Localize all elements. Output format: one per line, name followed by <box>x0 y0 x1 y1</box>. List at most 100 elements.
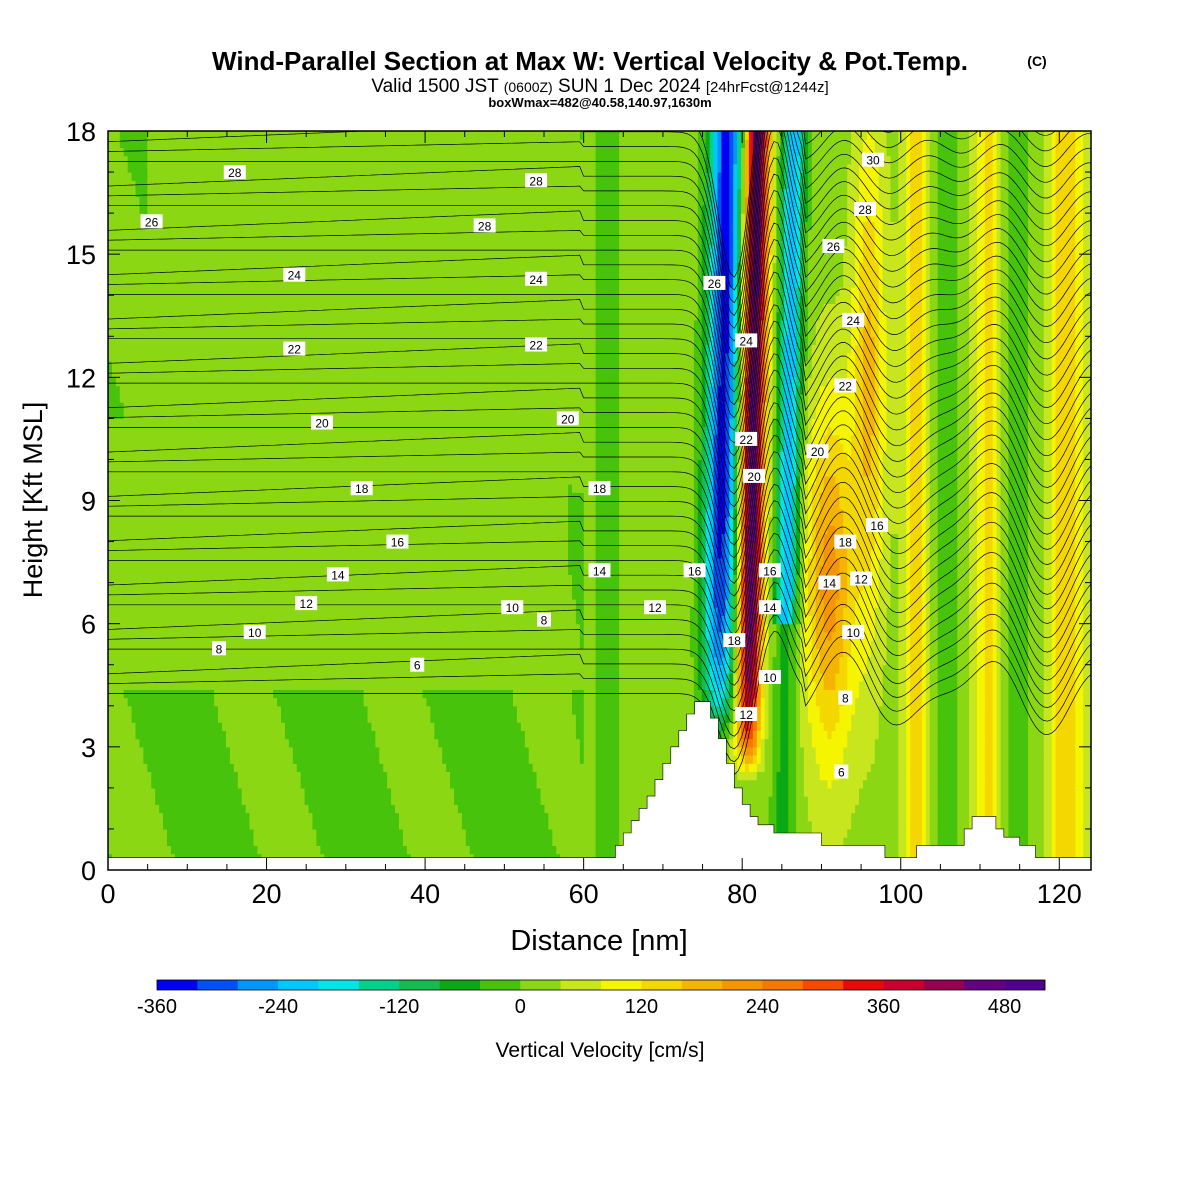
contour-label: 12 <box>295 596 317 611</box>
contour-label-text: 24 <box>288 269 302 283</box>
colorbar-tick-label: 480 <box>988 996 1021 1018</box>
contour-label-text: 18 <box>728 634 742 648</box>
colorbar-swatch <box>762 980 803 990</box>
contour-label: 22 <box>834 379 856 394</box>
colorbar-tick-label: 360 <box>867 996 900 1018</box>
contour-label-text: 22 <box>740 433 754 447</box>
colorbar-swatch <box>359 980 400 990</box>
colorbar-swatch <box>561 980 602 990</box>
colorbar-swatch <box>238 980 279 990</box>
contour-label: 10 <box>244 625 266 640</box>
colorbar-tick-label: -120 <box>379 996 419 1018</box>
colorbar-swatch <box>803 980 844 990</box>
y-tick-label: 18 <box>66 117 96 147</box>
y-tick-label: 6 <box>81 610 96 640</box>
contour-label: 20 <box>807 444 829 459</box>
x-tick-label: 60 <box>569 879 599 909</box>
contour-label-text: 18 <box>355 482 369 496</box>
colorbar-swatch <box>318 980 359 990</box>
contour-label: 14 <box>327 567 349 582</box>
colorbar-tick-label: 240 <box>746 996 779 1018</box>
vertical-section-chart: Wind-Parallel Section at Max W: Vertical… <box>0 0 1200 1200</box>
colorbar-swatch <box>924 980 965 990</box>
contour-label-text: 10 <box>248 626 262 640</box>
contour-label: 24 <box>735 333 757 348</box>
contour-label-text: 18 <box>839 536 853 550</box>
colorbar-swatch <box>1005 980 1046 990</box>
contour-label: 22 <box>525 338 547 353</box>
copyright-mark: (C) <box>1027 53 1046 69</box>
colorbar-tick-label: 0 <box>515 996 526 1018</box>
contour-label-text: 24 <box>847 314 861 328</box>
contour-label-text: 14 <box>331 568 345 582</box>
contour-label: 16 <box>866 518 888 533</box>
contour-label-text: 26 <box>708 277 722 291</box>
contour-label-text: 10 <box>847 626 861 640</box>
contour-label-text: 16 <box>763 564 777 578</box>
contour-label: 10 <box>842 625 864 640</box>
contour-label: 28 <box>224 165 246 180</box>
colorbar-tick-label: 120 <box>625 996 658 1018</box>
contour-label-text: 20 <box>561 412 575 426</box>
contour-label: 26 <box>703 276 725 291</box>
colorbar-swatch <box>884 980 925 990</box>
contour-label: 16 <box>684 563 706 578</box>
contour-label-text: 16 <box>688 564 702 578</box>
contour-label-text: 20 <box>315 417 329 431</box>
colorbar-swatch <box>641 980 682 990</box>
contour-label: 18 <box>723 633 745 648</box>
colorbar-swatch <box>157 980 198 990</box>
contour-label: 22 <box>735 432 757 447</box>
contour-label-text: 16 <box>391 536 405 550</box>
contour-label-text: 18 <box>593 482 607 496</box>
y-tick-label: 0 <box>81 856 96 886</box>
colorbar-swatch <box>440 980 481 990</box>
contour-label: 12 <box>850 572 872 587</box>
contour-label: 28 <box>474 218 496 233</box>
contour-label: 6 <box>410 658 424 673</box>
colorbar-swatch <box>197 980 238 990</box>
contour-label-text: 26 <box>827 240 841 254</box>
contour-label-text: 12 <box>854 573 868 587</box>
colorbar-tick-label: -240 <box>258 996 298 1018</box>
forecast-info: [24hrFcst@1244z] <box>706 79 829 96</box>
x-tick-label: 20 <box>252 879 282 909</box>
colorbar-swatch <box>843 980 884 990</box>
colorbar-swatch <box>964 980 1005 990</box>
contour-label-text: 30 <box>866 154 880 168</box>
y-tick-label: 9 <box>81 487 96 517</box>
contour-label-text: 12 <box>300 597 314 611</box>
contour-label-text: 8 <box>541 614 548 628</box>
contour-label-text: 22 <box>529 339 543 353</box>
contour-label: 24 <box>842 313 864 328</box>
colorbar-swatch <box>480 980 521 990</box>
valid-date: SUN 1 Dec 2024 <box>558 76 701 97</box>
contour-label-text: 28 <box>478 219 492 233</box>
contour-label: 10 <box>501 600 523 615</box>
contour-label-text: 8 <box>842 692 849 706</box>
contour-label: 14 <box>589 563 611 578</box>
contour-label: 30 <box>862 153 884 168</box>
contour-label: 26 <box>822 239 844 254</box>
contour-label: 12 <box>735 707 757 722</box>
colorbar-swatch <box>722 980 763 990</box>
contour-label-text: 22 <box>288 343 302 357</box>
x-tick-label: 100 <box>878 879 923 909</box>
utc-time: (0600Z) <box>504 79 553 95</box>
contour-label: 18 <box>589 481 611 496</box>
colorbar-swatch <box>682 980 723 990</box>
x-tick-label: 120 <box>1037 879 1082 909</box>
contour-label: 8 <box>212 641 226 656</box>
y-tick-label: 15 <box>66 240 96 270</box>
x-axis-label: Distance [nm] <box>510 925 687 957</box>
contour-label-text: 16 <box>870 519 884 533</box>
contour-label-text: 22 <box>839 380 853 394</box>
contour-label-text: 6 <box>414 659 421 673</box>
contour-label: 22 <box>283 342 305 357</box>
y-tick-label: 12 <box>66 363 96 393</box>
x-tick-label: 80 <box>727 879 757 909</box>
contour-label: 18 <box>834 535 856 550</box>
vertical-velocity-field <box>108 131 1092 871</box>
box-wmax-label: boxWmax=482@40.58,140.97,1630m <box>488 95 711 110</box>
contour-label: 28 <box>525 173 547 188</box>
